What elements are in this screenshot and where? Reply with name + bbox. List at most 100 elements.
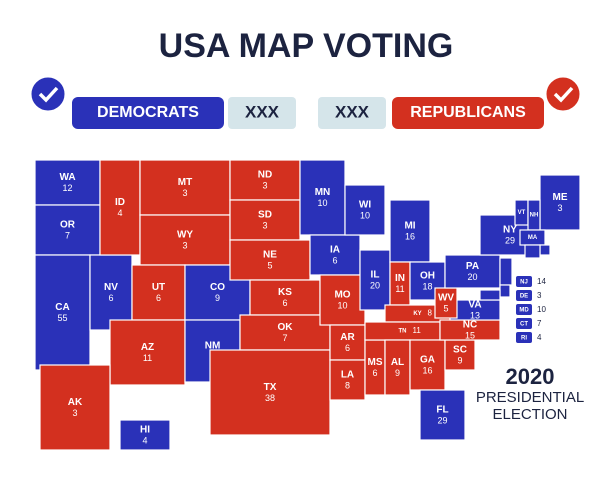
state-abbr: UT xyxy=(152,282,165,293)
callout-box xyxy=(516,332,532,343)
state xyxy=(389,199,431,263)
republicans-pill xyxy=(392,97,544,129)
state xyxy=(209,349,331,436)
state-abbr: IA xyxy=(330,245,340,256)
state-abbr: GA xyxy=(420,355,435,366)
check-badge xyxy=(28,74,68,114)
state-votes: 10 xyxy=(337,300,347,310)
state-votes: 5 xyxy=(443,303,448,313)
state-abbr: KS xyxy=(278,287,292,298)
state-abbr: KY xyxy=(413,311,421,317)
callout-votes: 7 xyxy=(537,319,542,328)
state-votes: 7 xyxy=(65,230,70,240)
state xyxy=(329,359,366,401)
republicans-score: XXX xyxy=(335,102,370,121)
state-votes: 15 xyxy=(465,330,475,340)
state-votes: 9 xyxy=(215,293,220,303)
state-abbr: VT xyxy=(518,210,526,216)
state-votes: 6 xyxy=(282,298,287,308)
callout-votes: 4 xyxy=(537,333,542,342)
state xyxy=(229,199,301,241)
callout-box xyxy=(516,318,532,329)
state-votes: 55 xyxy=(57,313,67,323)
state xyxy=(384,339,411,396)
state-votes: 7 xyxy=(282,333,287,343)
state-abbr: AK xyxy=(68,397,83,408)
callout-abbr: RI xyxy=(521,336,527,342)
footer-year: 2020 xyxy=(506,364,555,389)
state-abbr: AR xyxy=(340,332,355,343)
state-abbr: OK xyxy=(278,322,294,333)
title: USA MAP VOTING xyxy=(159,27,454,65)
state xyxy=(444,254,501,289)
callout-votes: 3 xyxy=(537,291,542,300)
state-abbr: MS xyxy=(368,357,383,368)
state-votes: 3 xyxy=(182,240,187,250)
state xyxy=(131,264,186,321)
state-votes: 3 xyxy=(262,220,267,230)
state xyxy=(344,184,386,236)
state xyxy=(539,244,551,256)
state-votes: 29 xyxy=(437,415,447,425)
score-box xyxy=(228,97,296,129)
state-votes: 6 xyxy=(345,343,350,353)
state-votes: 6 xyxy=(156,293,161,303)
state-votes: 3 xyxy=(182,188,187,198)
state-abbr: NH xyxy=(530,213,539,219)
state-abbr: FL xyxy=(436,405,448,416)
state xyxy=(524,244,541,259)
callout-abbr: CT xyxy=(520,322,528,328)
state xyxy=(409,339,446,391)
state xyxy=(99,159,141,256)
state-abbr: LA xyxy=(341,370,354,381)
state xyxy=(499,257,513,286)
state-votes: 18 xyxy=(422,281,432,291)
state-votes: 8 xyxy=(345,380,350,390)
state-votes: 10 xyxy=(360,210,370,220)
republicans-label: REPUBLICANS xyxy=(410,104,526,121)
state-votes: 16 xyxy=(405,231,415,241)
footer-line: PRESIDENTIAL xyxy=(476,389,584,406)
state-abbr: TX xyxy=(264,382,277,393)
state-abbr: HI xyxy=(140,425,150,436)
state xyxy=(139,214,231,266)
democrats-label: DEMOCRATS xyxy=(97,104,199,121)
state-votes: 29 xyxy=(505,235,515,245)
state xyxy=(299,159,346,236)
state-votes: 20 xyxy=(467,272,477,282)
callout-abbr: NJ xyxy=(520,280,528,286)
callout-votes: 14 xyxy=(537,277,546,286)
check-icon xyxy=(38,86,59,103)
state-abbr: AL xyxy=(391,357,404,368)
state-votes: 11 xyxy=(143,353,152,363)
state-votes: 9 xyxy=(395,368,400,378)
callout-box xyxy=(516,304,532,315)
state-abbr: WA xyxy=(59,172,75,183)
democrats-score: XXX xyxy=(245,102,280,121)
state-votes: 38 xyxy=(265,393,275,403)
state xyxy=(499,284,511,298)
state-abbr: ME xyxy=(553,192,568,203)
state-abbr: NE xyxy=(263,250,277,261)
state-votes: 11 xyxy=(413,326,422,335)
state-abbr: IL xyxy=(371,270,380,281)
state-abbr: MT xyxy=(178,177,192,188)
callout-abbr: DE xyxy=(520,294,528,300)
callout-abbr: MD xyxy=(519,308,529,314)
state-votes: 5 xyxy=(267,260,272,270)
state-votes: 12 xyxy=(62,183,72,193)
state-abbr: TN xyxy=(399,329,407,335)
state-abbr: NC xyxy=(463,320,477,331)
state-votes: 16 xyxy=(422,365,432,375)
callout-votes: 10 xyxy=(537,305,546,314)
state xyxy=(319,274,366,326)
state-abbr: CO xyxy=(210,282,225,293)
footer-line: ELECTION xyxy=(492,406,567,423)
state xyxy=(444,339,476,371)
state-abbr: NM xyxy=(205,341,221,352)
state xyxy=(89,254,133,331)
state xyxy=(239,314,331,351)
state-abbr: IN xyxy=(395,273,405,284)
